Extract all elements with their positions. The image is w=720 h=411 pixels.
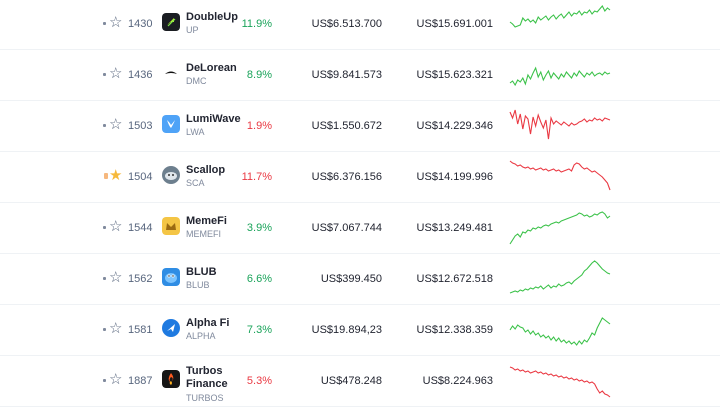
table-row[interactable]: ☆ 1887 Turbos Finance TURBOS 5.3% US$478.248 U…: [0, 356, 720, 407]
percent-change: 6.6%: [246, 273, 272, 285]
sparkline-chart: [510, 2, 610, 42]
rank: 1544: [128, 222, 153, 234]
price: US$6.376.156: [311, 171, 382, 183]
price: US$399.450: [320, 273, 382, 285]
market-cap: US$15.623.321: [416, 69, 493, 81]
coin-name[interactable]: LumiWave: [186, 113, 241, 125]
watchlist-star-icon[interactable]: ☆: [109, 65, 123, 82]
percent-change: 11.7%: [241, 171, 272, 183]
price: US$7.067.744: [311, 222, 382, 234]
market-cap: US$12.672.518: [416, 273, 493, 285]
clipped-cell-edge: [103, 73, 106, 76]
sparkline-line: [510, 110, 610, 139]
table-row[interactable]: ☆ 1562 BLUB BLUB 6.6% US$399.450 US$12.672.518: [0, 254, 720, 305]
sparkline-line: [510, 367, 610, 397]
rank: 1430: [128, 18, 153, 30]
market-cap: US$15.691.001: [416, 18, 493, 30]
sparkline-line: [510, 6, 610, 27]
coin-symbol: UP: [186, 25, 199, 35]
coin-symbol: ALPHA: [186, 331, 216, 341]
coin-symbol: BLUB: [186, 280, 210, 290]
sparkline-line: [510, 68, 610, 85]
sparkline-chart: [510, 104, 610, 144]
sparkline-line: [510, 212, 610, 244]
watchlist-star-icon[interactable]: ☆: [109, 14, 123, 31]
watchlist-star-icon[interactable]: ☆: [109, 269, 123, 286]
price: US$9.841.573: [311, 69, 382, 81]
rank: 1436: [128, 69, 153, 81]
table-row[interactable]: ☆ 1430 DoubleUp UP 11.9% US$6.513.700 US$15.69…: [0, 0, 720, 50]
coin-name[interactable]: MemeFi: [186, 215, 227, 227]
coin-symbol: SCA: [186, 178, 205, 188]
clipped-cell-edge: [103, 328, 106, 331]
watchlist-star-icon[interactable]: ☆: [109, 371, 123, 388]
coin-name[interactable]: BLUB: [186, 266, 217, 278]
sparkline-line: [510, 318, 610, 345]
coin-name[interactable]: DoubleUp: [186, 11, 238, 23]
sparkline-chart: [510, 359, 610, 399]
table-row[interactable]: ☆ 1503 LumiWave LWA 1.9% US$1.550.672 US$14.22…: [0, 101, 720, 152]
table-row[interactable]: ☆ 1581 Alpha Fi ALPHA 7.3% US$19.894,23 US$12.…: [0, 305, 720, 356]
percent-change: 3.9%: [246, 222, 272, 234]
coin-name[interactable]: DeLorean: [186, 62, 237, 74]
price: US$478.248: [320, 375, 382, 387]
table-row[interactable]: ☆ 1436 DeLorean DMC 8.9% US$9.841.573 US$15.62…: [0, 50, 720, 101]
turbos-logo-icon[interactable]: [162, 370, 180, 388]
percent-change: 7.3%: [246, 324, 272, 336]
table-row[interactable]: ☆ 1544 MemeFi MEMEFI 3.9% US$7.067.744 US$13.2…: [0, 203, 720, 254]
blub-logo-icon[interactable]: [162, 268, 180, 286]
market-cap: US$8.224.963: [422, 375, 493, 387]
rank: 1581: [128, 324, 153, 336]
price: US$19.894,23: [311, 324, 382, 336]
market-cap: US$12.338.359: [416, 324, 493, 336]
market-cap: US$14.229.346: [416, 120, 493, 132]
coin-name[interactable]: Alpha Fi: [186, 317, 230, 329]
watchlist-star-icon[interactable]: ☆: [109, 116, 123, 133]
clipped-cell-edge: [103, 124, 106, 127]
price: US$6.513.700: [311, 18, 382, 30]
coin-symbol: MEMEFI: [186, 229, 221, 239]
sparkline-line: [510, 261, 610, 293]
clipped-cell-edge: [103, 226, 106, 229]
market-cap: US$13.249.481: [416, 222, 493, 234]
rank: 1503: [128, 120, 153, 132]
sparkline-chart: [510, 155, 610, 195]
clipped-cell-edge: [103, 22, 106, 25]
watchlist-star-icon[interactable]: ☆: [109, 218, 123, 235]
percent-change: 1.9%: [246, 120, 272, 132]
sparkline-chart: [510, 206, 610, 246]
sparkline-chart: [510, 53, 610, 93]
rank: 1504: [128, 171, 153, 183]
sparkline-line: [510, 161, 610, 190]
sparkline-chart: [510, 308, 610, 348]
percent-change: 5.3%: [246, 375, 272, 387]
watchlist-star-icon[interactable]: ☆: [109, 320, 123, 337]
watchlist-star-icon[interactable]: ★: [109, 167, 123, 184]
price: US$1.550.672: [311, 120, 382, 132]
memefi-logo-icon[interactable]: [162, 217, 180, 235]
rank: 1887: [128, 375, 153, 387]
coin-symbol: TURBOS: [186, 393, 224, 403]
delorean-logo-icon[interactable]: [162, 64, 180, 82]
table-row[interactable]: ★ 1504 Scallop SCA 11.7% US$6.376.156 US$14.19…: [0, 152, 720, 203]
doubleup-logo-icon[interactable]: [162, 13, 180, 31]
sparkline-chart: [510, 257, 610, 297]
percent-change: 8.9%: [246, 69, 272, 81]
rank: 1562: [128, 273, 153, 285]
scallop-logo-icon[interactable]: [162, 166, 180, 184]
clipped-cell-edge: [103, 277, 106, 280]
alphafi-logo-icon[interactable]: [162, 319, 180, 337]
coin-symbol: DMC: [186, 76, 207, 86]
percent-change: 11.9%: [241, 18, 272, 30]
coin-symbol: LWA: [186, 127, 205, 137]
coin-name[interactable]: Scallop: [186, 164, 226, 176]
clipped-cell-edge: [103, 379, 106, 382]
coin-name[interactable]: Turbos Finance: [186, 365, 228, 390]
lumiwave-logo-icon[interactable]: [162, 115, 180, 133]
market-cap: US$14.199.996: [416, 171, 493, 183]
clipped-cell-edge: [104, 173, 108, 179]
